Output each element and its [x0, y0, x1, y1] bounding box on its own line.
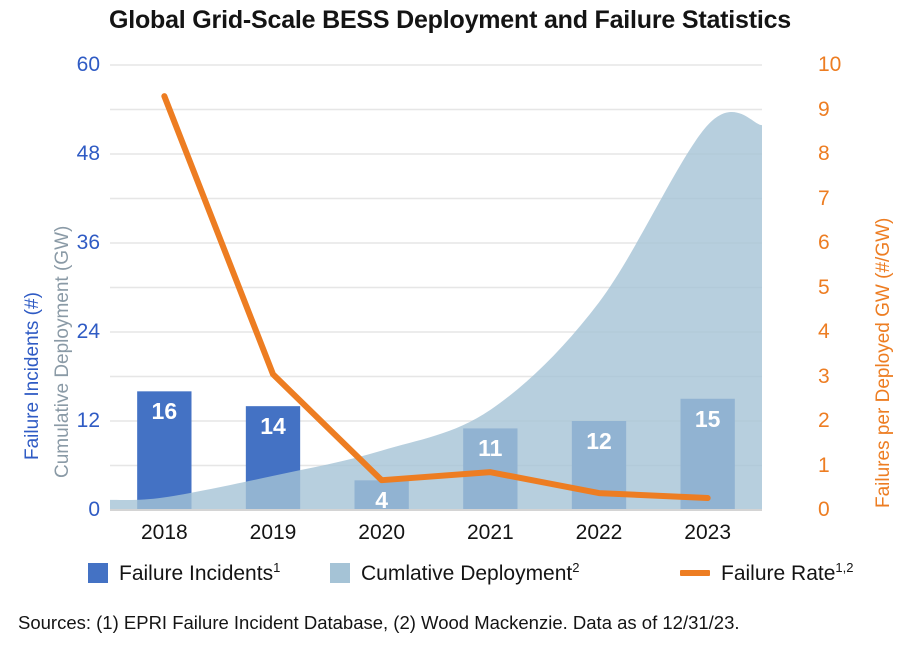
- right-axis-tick: 1: [818, 453, 830, 477]
- chart-legend: Failure Incidents1 Cumlative Deployment2…: [0, 558, 900, 598]
- x-axis-tick: 2023: [684, 521, 732, 544]
- right-axis-tick: 3: [818, 364, 830, 388]
- left-axis-tick: 0: [88, 498, 100, 521]
- chart-title: Global Grid-Scale BESS Deployment and Fa…: [108, 6, 792, 34]
- right-axis-tick: 9: [818, 97, 830, 121]
- plot-svg: [110, 64, 762, 511]
- right-axis-tick-labels: 0 1 2 3 4 5 6 7 8 9 10: [818, 0, 860, 651]
- plot-area: 16 14 4 11 12 15: [110, 60, 762, 515]
- legend-item-failure-incidents[interactable]: Failure Incidents1: [88, 558, 280, 588]
- bar-value-label: 12: [586, 428, 612, 454]
- x-axis-tick: 2018: [140, 521, 188, 544]
- bar-value-label: 15: [694, 405, 721, 432]
- legend-item-label: Failure Incidents1: [119, 560, 281, 585]
- x-axis-tick: 2020: [358, 521, 406, 544]
- right-axis-tick: 7: [818, 186, 830, 210]
- right-axis-tick: 6: [818, 231, 830, 254]
- legend-line-icon: [680, 570, 710, 576]
- x-axis-tick: 2022: [575, 521, 623, 544]
- legend-item-label: Failure Rate1,2: [721, 560, 854, 585]
- x-axis-tick: 2021: [466, 521, 514, 544]
- legend-item-failure-rate[interactable]: Failure Rate1,2: [680, 558, 853, 588]
- right-axis-title-failure-rate: Failures per Deployed GW (#/GW): [873, 217, 894, 508]
- legend-item-label: Cumlative Deployment2: [361, 560, 580, 585]
- bar-value-label: 4: [375, 487, 389, 514]
- right-axis-tick: 5: [818, 275, 830, 299]
- left-axis-tick: 60: [76, 53, 100, 76]
- line-failure-rate[interactable]: [161, 93, 711, 501]
- right-axis-tick: 8: [818, 142, 830, 165]
- left-axis-tick: 36: [76, 231, 100, 254]
- area-cumulative-deployment[interactable]: [110, 111, 762, 510]
- legend-swatch-icon: [330, 563, 350, 583]
- left-axis-tick-labels: 0 12 24 36 48 60: [58, 0, 100, 651]
- legend-item-cumulative-deployment[interactable]: Cumlative Deployment2: [330, 558, 580, 588]
- cumulative-deployment-area: [110, 111, 762, 510]
- left-axis-tick: 24: [76, 320, 100, 343]
- left-axis-title-failure-incidents: Failure Incidents (#): [22, 292, 43, 460]
- x-axis-tick: 2019: [249, 521, 297, 544]
- left-axis-tick: 12: [76, 409, 100, 432]
- right-axis-tick: 10: [818, 53, 842, 76]
- right-axis-tick: 0: [818, 498, 830, 521]
- bar-value-label: 14: [260, 413, 286, 440]
- right-axis-tick: 2: [818, 409, 830, 432]
- legend-swatch-icon: [88, 563, 108, 583]
- failure-rate-line: [161, 93, 711, 501]
- right-axis-tick: 4: [818, 320, 830, 343]
- bar-failure-incidents[interactable]: [137, 391, 192, 510]
- left-axis-tick: 48: [76, 142, 100, 165]
- bar-value-label: 16: [151, 398, 178, 425]
- sources-footnote: Sources: (1) EPRI Failure Incident Datab…: [18, 612, 740, 633]
- bar-value-label: 11: [478, 435, 503, 462]
